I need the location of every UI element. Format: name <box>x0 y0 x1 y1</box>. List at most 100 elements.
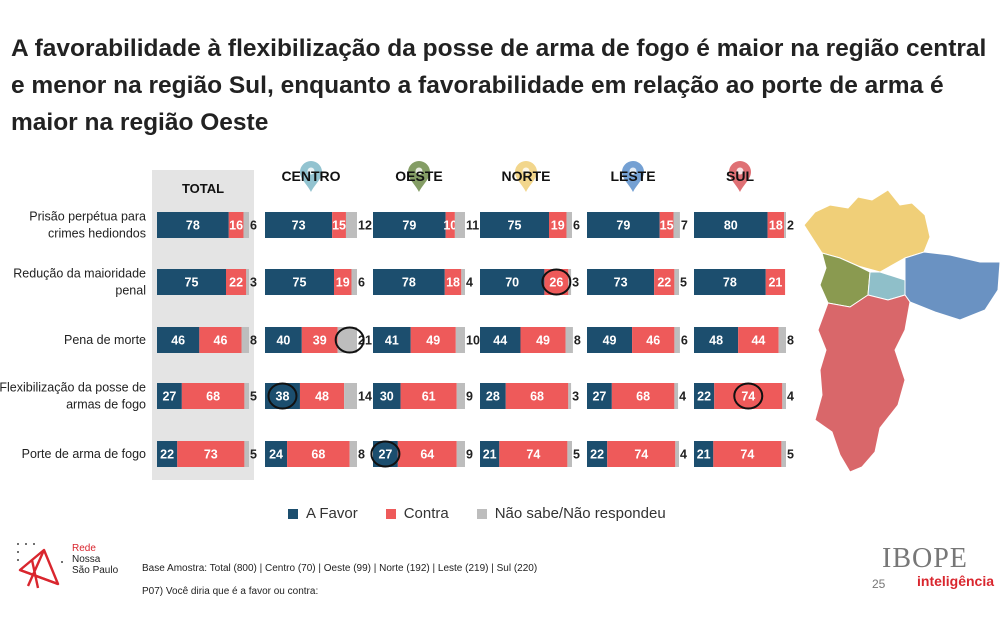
bar-segment-ns <box>456 441 465 467</box>
legend-label-contra: Contra <box>403 505 449 522</box>
group-header-norte: NORTE <box>502 168 551 184</box>
location-pin-dot-icon <box>415 167 423 175</box>
bar-segment-contra <box>410 327 456 353</box>
bar-segment-ns <box>349 441 357 467</box>
bar-segment-favor <box>694 269 766 295</box>
legend-swatch-ns <box>476 508 487 519</box>
location-pin-icon <box>408 161 430 192</box>
bar-value-label-ns: 6 <box>358 276 365 290</box>
bar-segment-ns <box>782 383 786 409</box>
bar-segment-favor <box>373 212 446 238</box>
bar-value-label-ns: 8 <box>358 448 365 462</box>
highlight-circle <box>370 440 401 468</box>
bar-segment-contra <box>400 383 457 409</box>
bar-value-label-contra: 73 <box>204 448 218 462</box>
location-pin-dot-icon <box>522 167 530 175</box>
bar-segment-contra <box>199 327 242 353</box>
bar-value-label-favor: 22 <box>697 390 711 404</box>
highlight-circle <box>733 382 764 410</box>
bar-segment-ns <box>781 441 786 467</box>
bar-value-label-favor: 22 <box>160 448 174 462</box>
bar-value-label-ns: 3 <box>572 276 579 290</box>
bar-value-label-contra: 22 <box>229 276 243 290</box>
bar-value-label-ns: 5 <box>680 276 687 290</box>
legend-swatch-favor <box>288 508 298 519</box>
bar-segment-contra <box>544 269 569 295</box>
category-label: penal <box>115 284 146 298</box>
bar-segment-ns <box>244 441 249 467</box>
location-pin-dot-icon <box>736 167 744 175</box>
bar-value-label-favor: 79 <box>616 219 630 233</box>
bar-segment-ns <box>244 383 249 409</box>
bar-value-label-favor: 75 <box>293 276 307 290</box>
bar-value-label-favor: 73 <box>292 219 306 233</box>
bar-value-label-favor: 79 <box>402 219 416 233</box>
bar-value-label-ns: 6 <box>573 219 580 233</box>
bar-segment-favor <box>587 269 655 295</box>
bar-value-label-ns: 9 <box>466 390 473 404</box>
bar-value-label-ns: 6 <box>681 334 688 348</box>
bar-segment-ns <box>784 212 786 238</box>
location-pin-icon <box>515 161 537 192</box>
rede-nossa-sao-paulo-logo-icon <box>17 543 63 589</box>
sample-base-note: Base Amostra: Total (800) | Centro (70) … <box>142 563 538 574</box>
bar-value-label-favor: 28 <box>486 390 500 404</box>
bar-segment-favor <box>480 383 506 409</box>
bar-segment-favor <box>265 212 333 238</box>
bar-segment-contra <box>177 441 245 467</box>
bar-value-label-ns: 5 <box>250 448 257 462</box>
bar-value-label-contra: 18 <box>769 219 783 233</box>
bar-value-label-favor: 27 <box>162 390 176 404</box>
location-pin-icon <box>300 161 322 192</box>
bar-segment-contra <box>607 441 676 467</box>
bar-value-label-ns: 4 <box>680 448 687 462</box>
bar-segment-ns <box>243 212 249 238</box>
highlight-circle <box>267 382 298 410</box>
location-pin-icon <box>622 161 644 192</box>
bar-segment-ns <box>461 269 465 295</box>
bar-segment-ns <box>566 212 572 238</box>
highlight-circle <box>334 326 365 354</box>
map-region-leste <box>904 251 1001 321</box>
bar-value-label-ns: 11 <box>466 219 479 233</box>
legend-label-ns: Não sabe/Não respondeu <box>494 505 666 522</box>
bar-value-label-favor: 70 <box>505 276 519 290</box>
bar-value-label-favor: 22 <box>590 448 604 462</box>
bar-value-label-contra: 74 <box>634 448 648 462</box>
bar-segment-contra <box>738 327 779 353</box>
bar-value-label-ns: 3 <box>250 276 257 290</box>
bar-value-label-contra: 68 <box>311 448 325 462</box>
bar-segment-favor <box>265 327 302 353</box>
bar-segment-contra <box>181 383 245 409</box>
bar-segment-favor <box>157 383 182 409</box>
bar-value-label-favor: 21 <box>697 448 711 462</box>
bar-segment-favor <box>373 441 398 467</box>
bar-segment-ns <box>337 327 357 353</box>
bar-value-label-favor: 27 <box>592 390 606 404</box>
bar-value-label-contra: 19 <box>336 276 350 290</box>
bar-value-label-contra: 68 <box>636 390 650 404</box>
bar-segment-ns <box>455 327 465 353</box>
category-label: crimes hediondos <box>48 227 146 241</box>
legend-item-ns: Não sabe/Não respondeu <box>476 505 666 522</box>
location-pin-dot-icon <box>629 167 637 175</box>
location-pin-icon <box>729 161 751 192</box>
bar-value-label-contra: 46 <box>214 334 228 348</box>
group-header-sul: SUL <box>726 168 754 184</box>
category-label: Pena de morte <box>64 333 146 347</box>
page-title: A favorabilidade à flexibilização da pos… <box>11 35 987 136</box>
bar-value-label-contra: 61 <box>422 390 436 404</box>
bar-segment-contra <box>226 269 247 295</box>
group-header-centro: CENTRO <box>281 168 340 184</box>
bar-value-label-favor: 75 <box>508 219 522 233</box>
category-label: Flexibilização da posse de <box>0 381 146 395</box>
rede-nossa-sao-paulo-text: Rede Nossa São Paulo <box>72 543 118 576</box>
bar-segment-contra <box>301 327 338 353</box>
bar-segment-contra <box>287 441 350 467</box>
bar-segment-contra <box>767 212 785 238</box>
bar-value-label-favor: 21 <box>483 448 497 462</box>
sao-paulo-region-map <box>803 189 1001 473</box>
category-label: Porte de arma de fogo <box>22 447 146 461</box>
bar-value-label-contra: 49 <box>426 334 440 348</box>
bar-value-label-contra: 10 <box>443 219 457 233</box>
